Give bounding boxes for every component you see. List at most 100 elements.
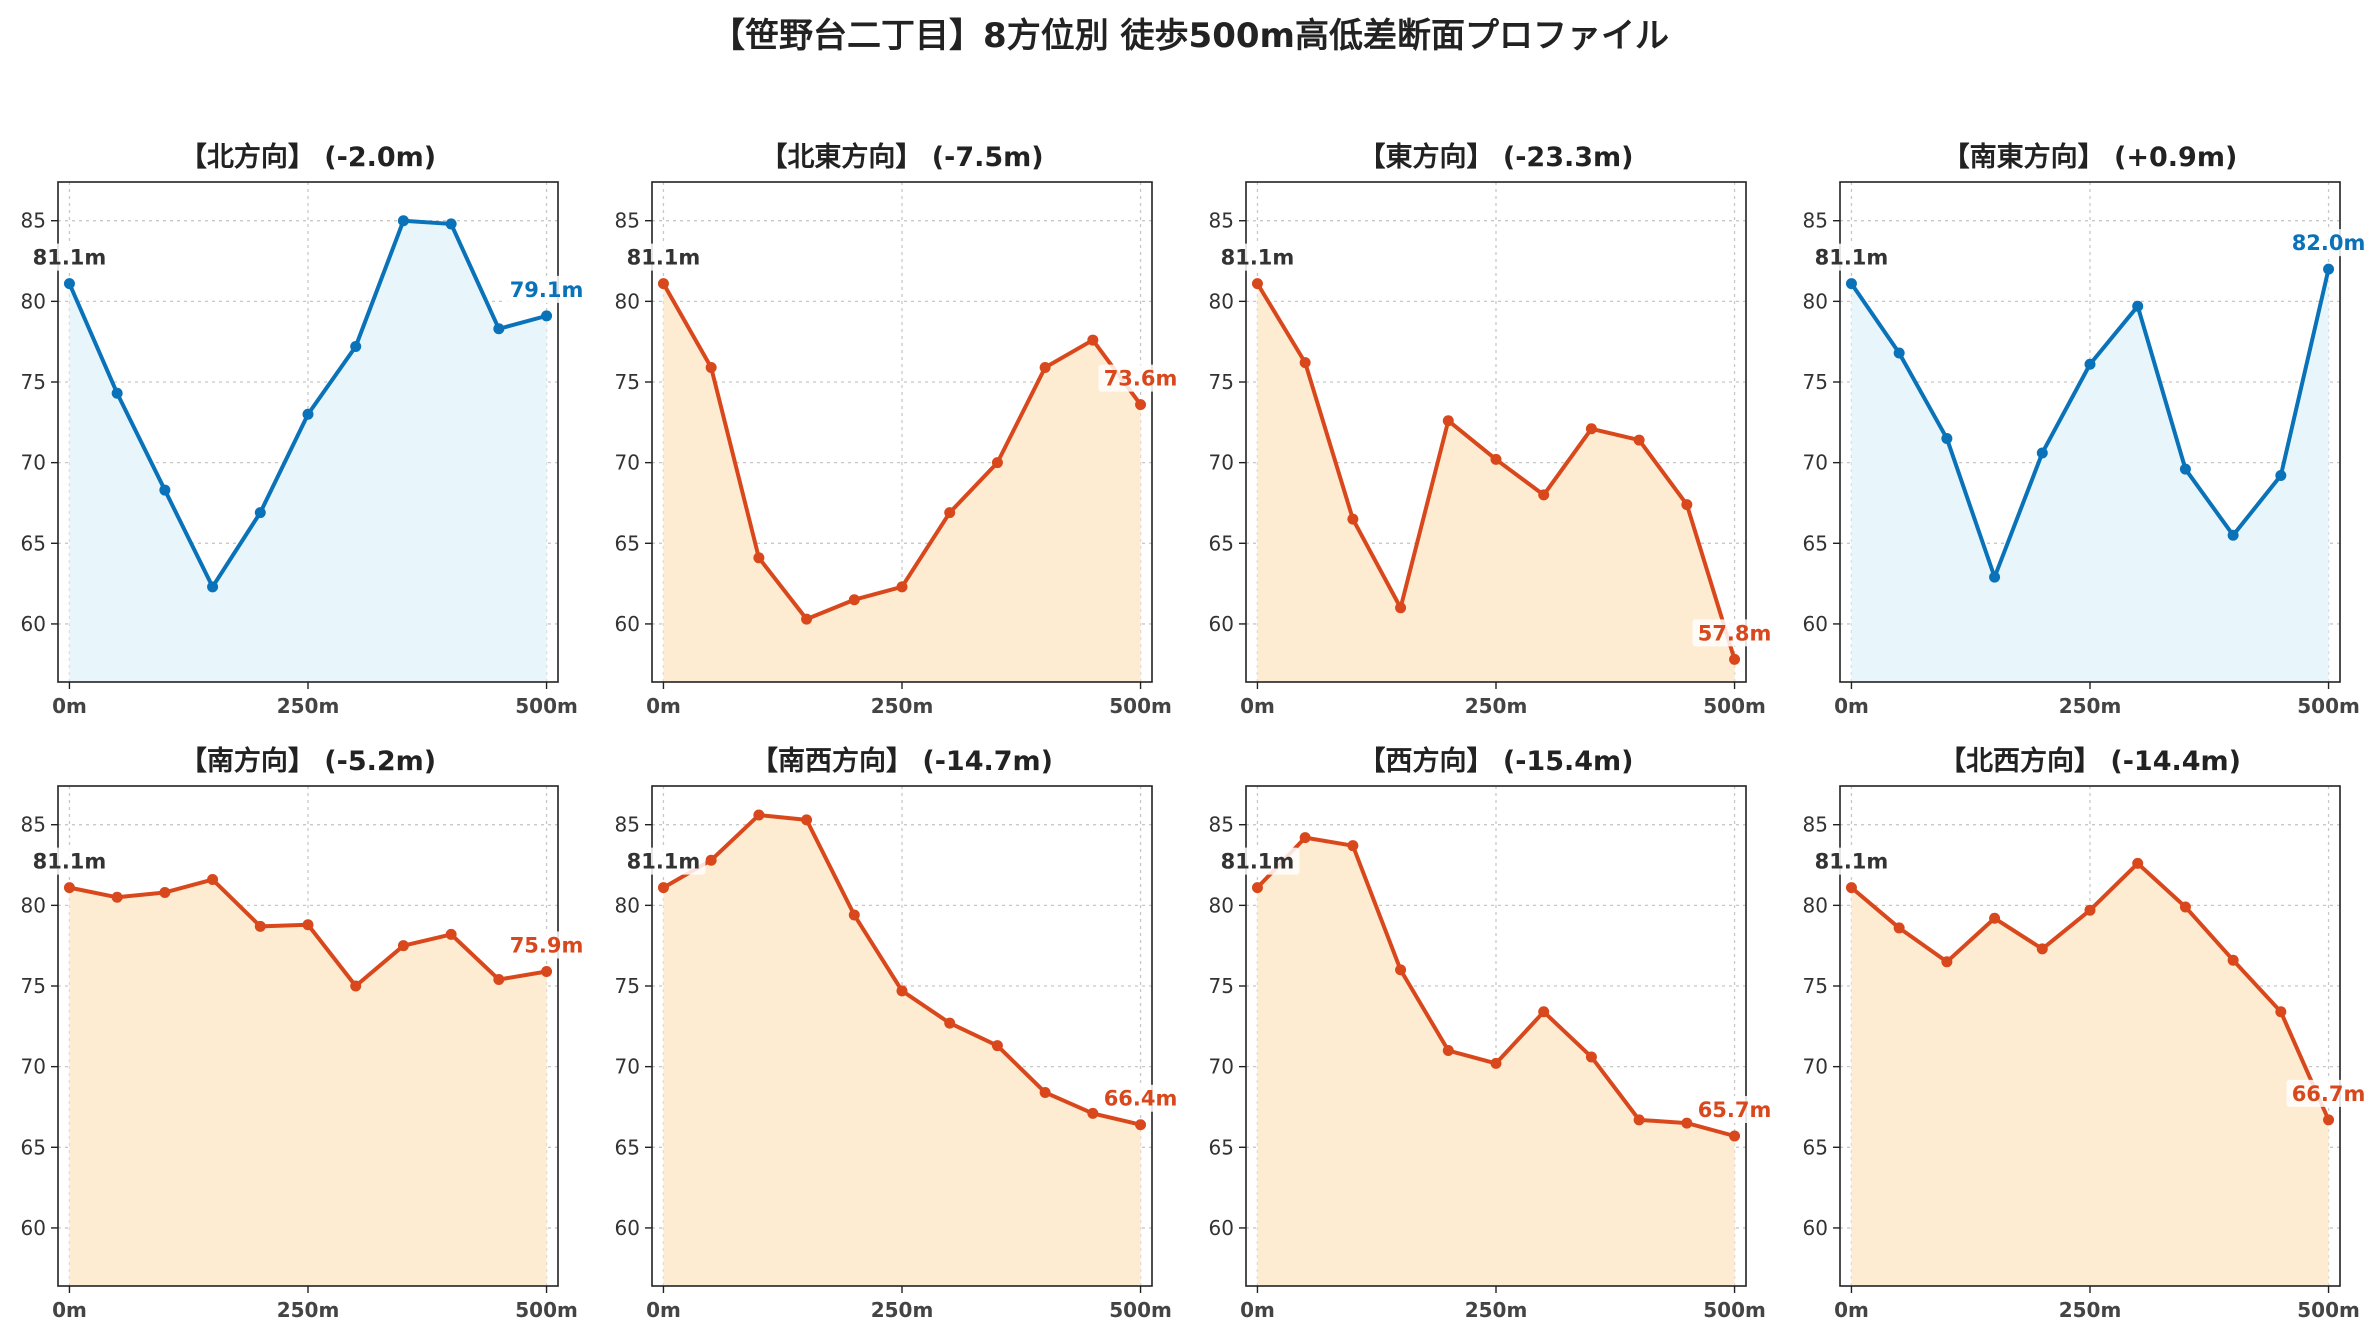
y-tick-label: 70 [1803,451,1828,475]
x-tick-label: 0m [1240,1298,1275,1322]
y-tick-label: 60 [21,1216,46,1240]
data-point [397,215,409,227]
y-tick-label: 65 [615,1135,640,1159]
x-tick-label: 500m [1109,1298,1172,1322]
end-label: 75.9m [510,933,584,957]
y-tick-label: 85 [1803,209,1828,233]
data-point [302,408,314,420]
y-tick-label: 80 [1209,289,1234,313]
data-point [2179,901,2191,913]
data-point [254,920,266,932]
y-tick-label: 65 [21,1135,46,1159]
x-tick-label: 500m [515,1298,578,1322]
y-tick-label: 85 [1209,813,1234,837]
end-label: 66.4m [1104,1087,1178,1111]
data-point [1347,513,1359,525]
data-point [1251,278,1263,290]
y-tick-label: 65 [615,531,640,555]
y-tick-label: 75 [615,370,640,394]
data-point [541,965,553,977]
data-point [63,278,75,290]
chart-panel-7: 【北西方向】 (-14.4m) 60 65 70 75 80 85 0m 250m 500m 81.… [1803,745,2371,1322]
area-fill [69,879,547,1286]
data-point [801,613,813,625]
y-tick-label: 75 [1803,370,1828,394]
data-point [397,940,409,952]
y-tick-label: 60 [615,612,640,636]
data-point [350,341,362,353]
y-tick-label: 85 [1803,813,1828,837]
data-point [1299,832,1311,844]
start-label: 81.1m [33,850,107,874]
y-tick-label: 70 [1803,1055,1828,1079]
y-tick-label: 70 [21,1055,46,1079]
start-label: 81.1m [627,850,701,874]
y-tick-label: 85 [1209,209,1234,233]
x-tick-label: 0m [1240,694,1275,718]
x-tick-label: 500m [515,694,578,718]
x-tick-label: 0m [52,1298,87,1322]
x-tick-label: 0m [646,1298,681,1322]
y-tick-label: 60 [21,612,46,636]
data-point [2323,1114,2335,1126]
chart-title: 【北西方向】 (-14.4m) [1939,745,2241,777]
chart-title: 【南西方向】 (-14.7m) [751,745,1053,777]
data-point [991,1040,1003,1052]
start-label-bg [1215,243,1300,271]
start-label: 81.1m [1815,246,1889,270]
data-point [111,387,123,399]
chart-title: 【南方向】 (-5.2m) [180,745,436,777]
data-point [1538,489,1550,501]
data-point [657,882,669,894]
y-tick-label: 70 [615,451,640,475]
y-tick-label: 80 [21,893,46,917]
data-point [1347,840,1359,852]
data-point [1039,361,1051,373]
data-point [1845,882,1857,894]
y-tick-label: 75 [21,974,46,998]
y-tick-label: 65 [1209,1135,1234,1159]
data-point [1585,1051,1597,1063]
x-tick-label: 250m [871,694,934,718]
x-tick-label: 250m [2059,1298,2122,1322]
data-point [493,323,505,335]
data-point [1251,882,1263,894]
start-label-bg [1215,847,1300,875]
data-point [848,594,860,606]
end-label: 57.8m [1698,621,1772,645]
data-point [705,854,717,866]
y-tick-label: 75 [1803,974,1828,998]
data-point [2227,529,2239,541]
data-point [2084,358,2096,370]
data-point [1585,423,1597,435]
start-label-bg [27,243,112,271]
chart-panel-4: 【南方向】 (-5.2m) 60 65 70 75 80 85 0m 250m 500m 81.1m… [21,745,589,1322]
y-tick-label: 70 [1209,1055,1234,1079]
end-label-bg [504,931,589,959]
start-label-bg [621,243,706,271]
area-fill [1257,837,1735,1286]
chart-title: 【南東方向】 (+0.9m) [1943,141,2238,173]
data-point [1729,1130,1741,1142]
x-tick-label: 500m [1703,694,1766,718]
data-point [207,874,219,886]
y-tick-label: 70 [21,451,46,475]
x-tick-label: 500m [1703,1298,1766,1322]
y-tick-label: 85 [21,813,46,837]
data-point [705,361,717,373]
end-label: 66.7m [2292,1082,2366,1106]
data-point [541,310,553,322]
end-label-bg [1692,1096,1777,1123]
start-label-bg [27,847,112,875]
start-label: 81.1m [627,246,701,270]
x-tick-label: 500m [2297,694,2360,718]
area-fill [69,220,547,683]
data-point [2227,954,2239,966]
y-tick-label: 80 [1209,893,1234,917]
x-tick-label: 500m [2297,1298,2360,1322]
start-label: 81.1m [1221,850,1295,874]
x-tick-label: 500m [1109,694,1172,718]
y-tick-label: 60 [1803,1216,1828,1240]
area-fill [1851,863,2329,1286]
